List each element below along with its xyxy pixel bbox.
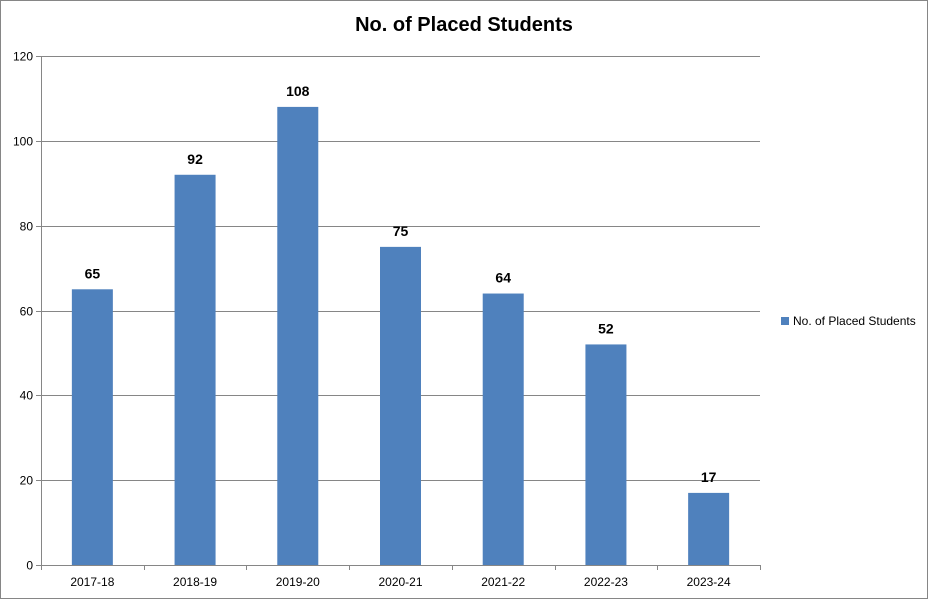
chart-title: No. of Placed Students [355,14,573,36]
y-tick-label: 60 [20,305,34,319]
x-tick-label: 2018-19 [173,575,217,589]
x-tick-label: 2020-21 [378,575,422,589]
data-label: 64 [495,270,511,286]
data-label: 52 [598,320,614,336]
axes [36,56,761,570]
y-tick-label: 120 [13,50,33,64]
data-label: 75 [393,223,409,239]
y-tick-label: 0 [26,559,33,573]
x-tick-label: 2019-20 [276,575,320,589]
bar [482,293,524,565]
bars [71,106,730,566]
data-label: 92 [187,151,203,167]
data-label: 108 [286,83,310,99]
data-label: 17 [701,469,717,485]
y-tick-label: 20 [20,474,34,488]
bar [380,246,421,565]
bar [71,289,113,565]
x-tick-label: 2021-22 [481,575,525,589]
legend: No. of Placed Students [781,314,916,328]
bar [174,174,216,565]
y-tick-label: 100 [13,135,33,149]
x-tick-label: 2022-23 [584,575,628,589]
data-label: 65 [85,265,101,281]
y-tick-label: 80 [20,220,34,234]
x-tick-label: 2023-24 [687,575,731,589]
y-tick-label: 40 [20,389,34,403]
legend-label: No. of Placed Students [793,314,916,328]
bar [688,492,730,565]
bar [585,344,627,565]
legend-swatch [781,317,789,325]
labels: 0 20 40 60 80 100 120 65 2017-18 92 2018-19 108 2019… [13,50,731,590]
bar [277,106,319,566]
x-tick-label: 2017-18 [70,575,114,589]
